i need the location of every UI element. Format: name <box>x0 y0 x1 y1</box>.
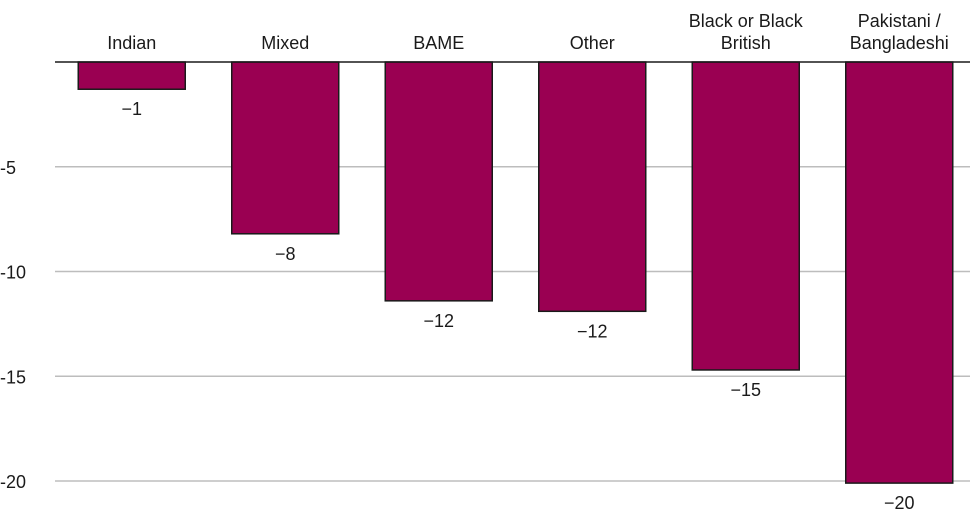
category-label-line: British <box>721 33 771 53</box>
labels: -5 -10 -15 -20 −1 Indian −8 Mixed −12 BAME −12 Othe… <box>0 11 949 511</box>
category-label-line: BAME <box>413 33 464 53</box>
category-label: Indian <box>107 33 156 53</box>
data-label: −20 <box>884 493 915 511</box>
bar <box>384 61 493 302</box>
y-tick-label: -10 <box>0 263 26 283</box>
data-label: −12 <box>423 311 454 331</box>
y-tick-label: -15 <box>0 367 26 387</box>
category-label: Pakistani / Bangladeshi <box>850 11 949 53</box>
data-label: −1 <box>121 99 142 119</box>
data-label: −8 <box>275 244 296 264</box>
bar <box>231 61 340 235</box>
category-label-line: Pakistani / <box>858 11 941 31</box>
category-label: Mixed <box>261 33 309 53</box>
y-tick-label: -20 <box>0 472 26 492</box>
data-label: −15 <box>730 380 761 400</box>
category-label: Black or Black British <box>689 11 804 53</box>
category-label-line: Indian <box>107 33 156 53</box>
category-label-line: Other <box>570 33 615 53</box>
bar <box>77 61 186 90</box>
bar <box>691 61 800 371</box>
bars <box>77 61 954 484</box>
gridlines <box>55 166 970 482</box>
category-label: Other <box>570 33 615 53</box>
category-label: BAME <box>413 33 464 53</box>
data-label: −12 <box>577 321 608 341</box>
bar <box>845 61 954 484</box>
category-label-line: Mixed <box>261 33 309 53</box>
bar <box>538 61 647 313</box>
category-label-line: Bangladeshi <box>850 33 949 53</box>
y-tick-label: -5 <box>0 158 16 178</box>
category-label-line: Black or Black <box>689 11 804 31</box>
